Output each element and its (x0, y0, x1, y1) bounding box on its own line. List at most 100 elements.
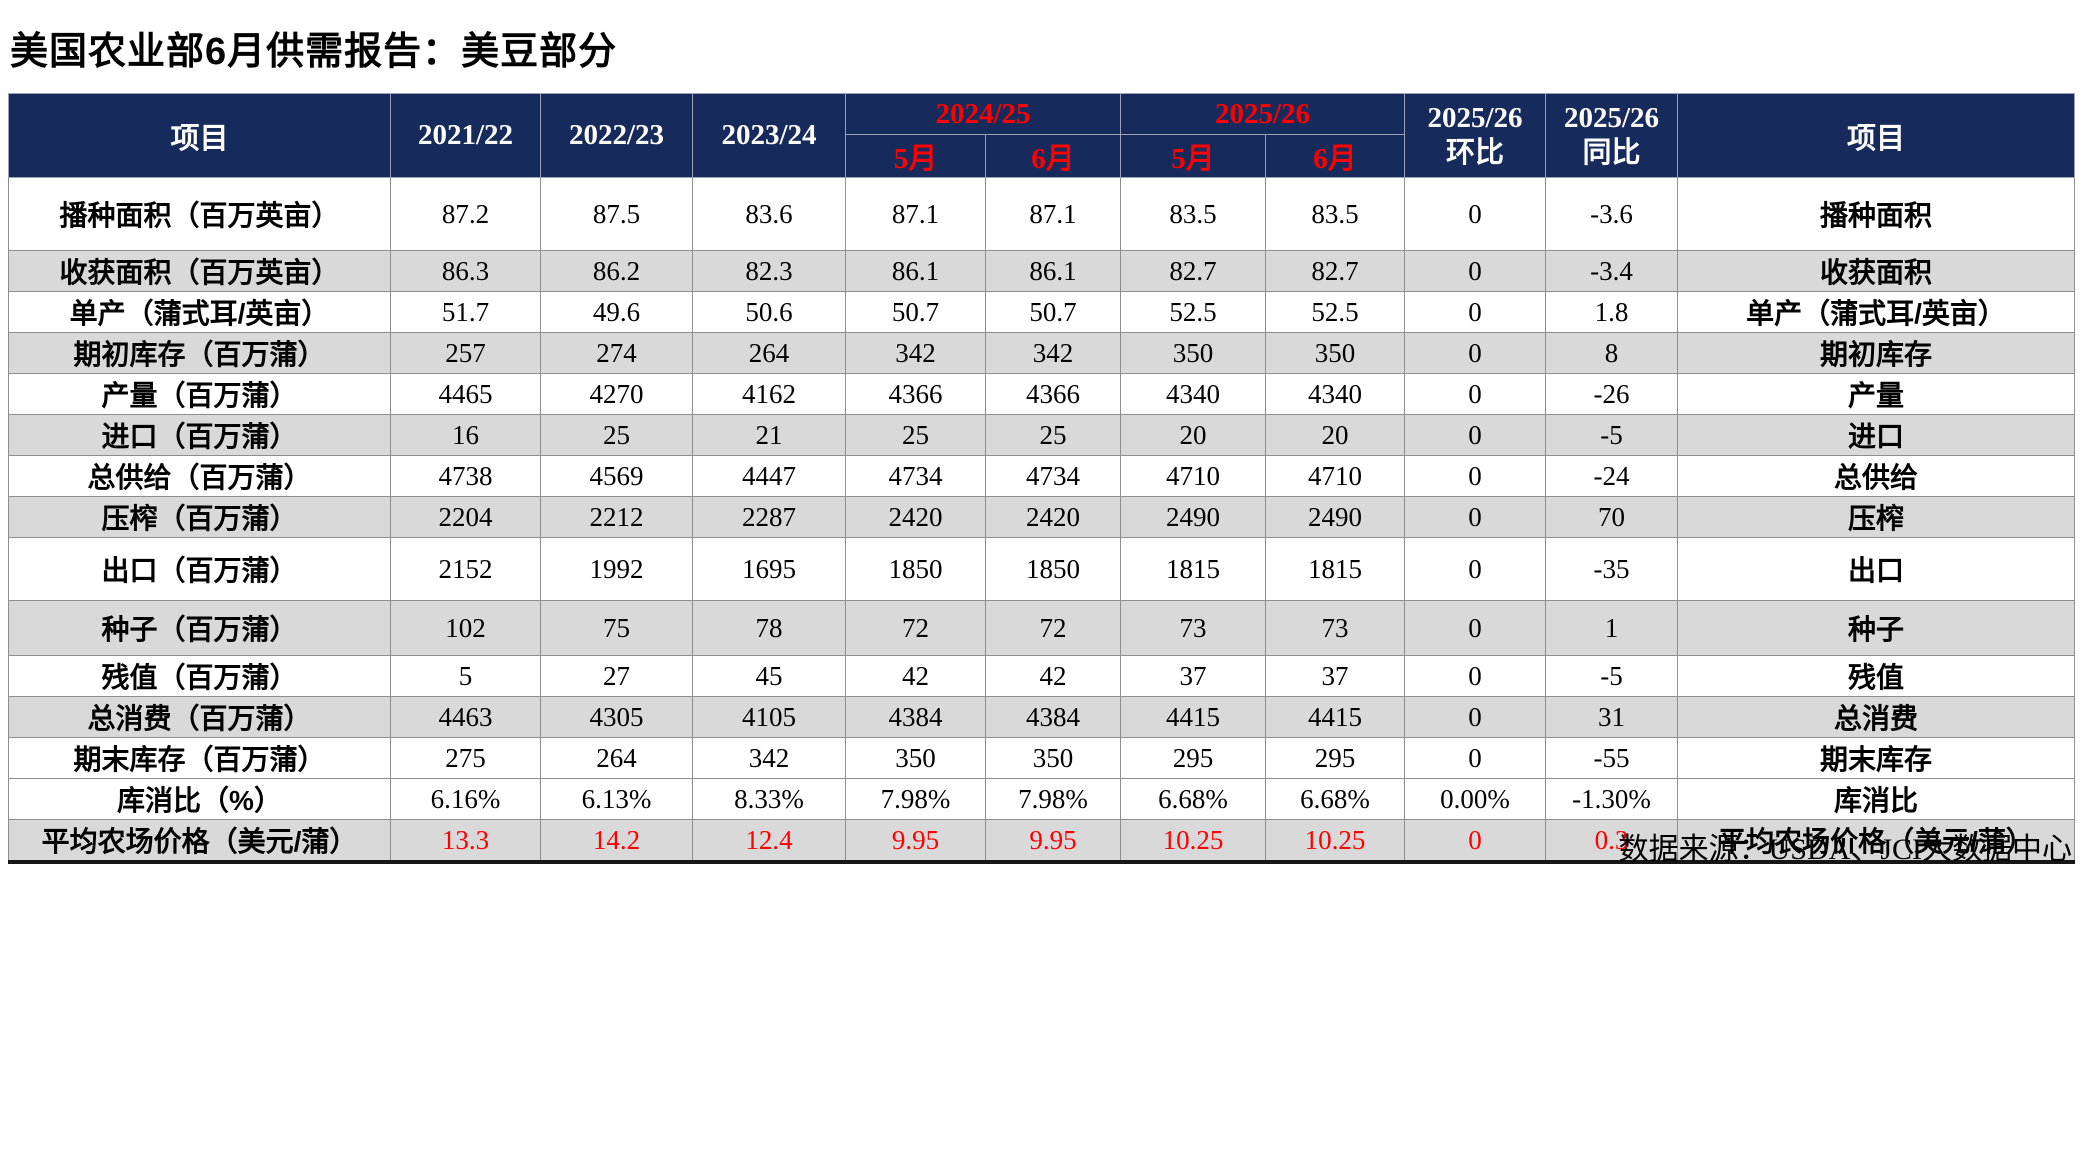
value-cell: 10.25 (1120, 819, 1266, 863)
value-cell: 52.5 (1120, 291, 1266, 333)
row-label-left: 进口（百万蒲） (8, 414, 391, 456)
value-cell: -3.6 (1545, 177, 1678, 251)
value-cell: 14.2 (540, 819, 693, 863)
row-label-left: 收获面积（百万英亩） (8, 250, 391, 292)
value-cell: 2420 (985, 496, 1121, 538)
value-cell: 20 (1120, 414, 1266, 456)
value-cell: 20 (1265, 414, 1405, 456)
table-body: 播种面积（百万英亩） 87.2 87.5 83.6 87.1 87.1 83.5 83.5 0-… (8, 177, 2075, 863)
value-cell: 50.7 (985, 291, 1121, 333)
value-cell: 0 (1404, 696, 1546, 738)
value-cell: 86.1 (985, 250, 1121, 292)
row-label-left: 平均农场价格（美元/蒲） (8, 819, 391, 863)
table-row: 进口（百万蒲） 16 25 21 25 25 20 20 0 -5 进口 (8, 414, 2075, 456)
value-cell: 342 (845, 332, 986, 374)
value-cell: 4384 (845, 696, 986, 738)
header-month-jun-2024: 6月 (985, 134, 1121, 178)
value-cell: 4738 (390, 455, 541, 497)
table-row: 收获面积（百万英亩） 86.3 86.2 82.3 86.1 86.1 82.7 82.7 0-… (8, 250, 2075, 292)
value-cell: 1992 (540, 537, 693, 601)
table-row: 总消费（百万蒲） 4463 4305 4105 4384 4384 4415 4415 0 31 总… (8, 696, 2075, 738)
table-row: 压榨（百万蒲） 2204 2212 2287 2420 2420 2490 2490 0 70 压榨 (8, 496, 2075, 538)
value-cell: 4465 (390, 373, 541, 415)
value-cell: 42 (985, 655, 1121, 697)
value-cell: 0.3 (1545, 819, 1678, 863)
value-cell: 4340 (1265, 373, 1405, 415)
value-cell: 0 (1404, 250, 1546, 292)
value-cell: 4340 (1120, 373, 1266, 415)
value-cell: 4105 (692, 696, 846, 738)
footer-source: 数据来源：USDA、JCI大数据中心 (1618, 833, 2072, 866)
value-cell: 1815 (1120, 537, 1266, 601)
value-cell: 4366 (985, 373, 1121, 415)
value-cell: 4305 (540, 696, 693, 738)
value-cell: 86.1 (845, 250, 986, 292)
table-row: 种子（百万蒲） 102 75 78 72 72 73 73 0 1 种子 (8, 600, 2075, 656)
value-cell: 75 (540, 600, 693, 656)
row-label-right: 总供给 (1677, 455, 2075, 497)
table-row: 期初库存（百万蒲） 257 274 264 342 342 350 350 0 8 期初库存 (8, 332, 2075, 374)
header-item-left: 项目 (8, 93, 391, 178)
row-label-left: 期初库存（百万蒲） (8, 332, 391, 374)
value-cell: 6.16% (390, 778, 541, 820)
value-cell: 72 (985, 600, 1121, 656)
value-cell: 83.6 (692, 177, 846, 251)
value-cell: 4710 (1265, 455, 1405, 497)
row-label-right: 期初库存 (1677, 332, 2075, 374)
value-cell: 25 (985, 414, 1121, 456)
row-label-right: 单产（蒲式耳/英亩） (1677, 291, 2075, 333)
value-cell: 6.68% (1265, 778, 1405, 820)
value-cell: -5 (1545, 414, 1678, 456)
value-cell: 102 (390, 600, 541, 656)
row-label-right: 产量 (1677, 373, 2075, 415)
value-cell: 25 (540, 414, 693, 456)
row-label-left: 产量（百万蒲） (8, 373, 391, 415)
value-cell: 21 (692, 414, 846, 456)
value-cell: 4463 (390, 696, 541, 738)
value-cell: 8.33% (692, 778, 846, 820)
value-cell: 50.7 (845, 291, 986, 333)
value-cell: 274 (540, 332, 693, 374)
value-cell: 78 (692, 600, 846, 656)
value-cell: 350 (845, 737, 986, 779)
value-cell: 10.25 (1265, 819, 1405, 863)
header-yoy-line2: 同比 (1582, 136, 1641, 169)
value-cell: 2420 (845, 496, 986, 538)
value-cell: 87.1 (985, 177, 1121, 251)
row-label-right: 播种面积 (1677, 177, 2075, 251)
value-cell: 4569 (540, 455, 693, 497)
table-row: 残值（百万蒲） 5 27 45 42 42 37 37 0 -5 残值 (8, 655, 2075, 697)
value-cell: 7.98% (985, 778, 1121, 820)
value-cell: 0 (1404, 819, 1546, 863)
value-cell: 0 (1404, 414, 1546, 456)
value-cell: 6.13% (540, 778, 693, 820)
value-cell: 1 (1545, 600, 1678, 656)
row-label-right: 期末库存 (1677, 737, 2075, 779)
value-cell: 0 (1404, 455, 1546, 497)
value-cell: 0 (1404, 737, 1546, 779)
table-row: 期末库存（百万蒲） 275 264 342 350 350 295 295 0 -55 期末库存 (8, 737, 2075, 779)
value-cell: 51.7 (390, 291, 541, 333)
table-header: 项目 2021/22 2022/23 2023/24 2024/25 2025/… (8, 93, 2075, 178)
value-cell: 0.00% (1404, 778, 1546, 820)
table-row: 库消比（%） 6.16% 6.13% 8.33% 7.98% 7.98% 6.68% 6.68… (8, 778, 2075, 820)
value-cell: 4447 (692, 455, 846, 497)
value-cell: 1.8 (1545, 291, 1678, 333)
value-cell: 264 (692, 332, 846, 374)
value-cell: 0 (1404, 600, 1546, 656)
row-label-right: 出口 (1677, 537, 2075, 601)
value-cell: 49.6 (540, 291, 693, 333)
value-cell: 87.5 (540, 177, 693, 251)
value-cell: 27 (540, 655, 693, 697)
value-cell: 342 (985, 332, 1121, 374)
value-cell: 72 (845, 600, 986, 656)
value-cell: 42 (845, 655, 986, 697)
row-label-right: 压榨 (1677, 496, 2075, 538)
header-mom: 2025/26 环比 (1404, 93, 1546, 178)
value-cell: -1.30% (1545, 778, 1678, 820)
value-cell: 31 (1545, 696, 1678, 738)
header-year-2023-24: 2023/24 (692, 93, 846, 178)
value-cell: 83.5 (1120, 177, 1266, 251)
table-row: 播种面积（百万英亩） 87.2 87.5 83.6 87.1 87.1 83.5 83.5 0-… (8, 177, 2075, 251)
value-cell: 4415 (1265, 696, 1405, 738)
